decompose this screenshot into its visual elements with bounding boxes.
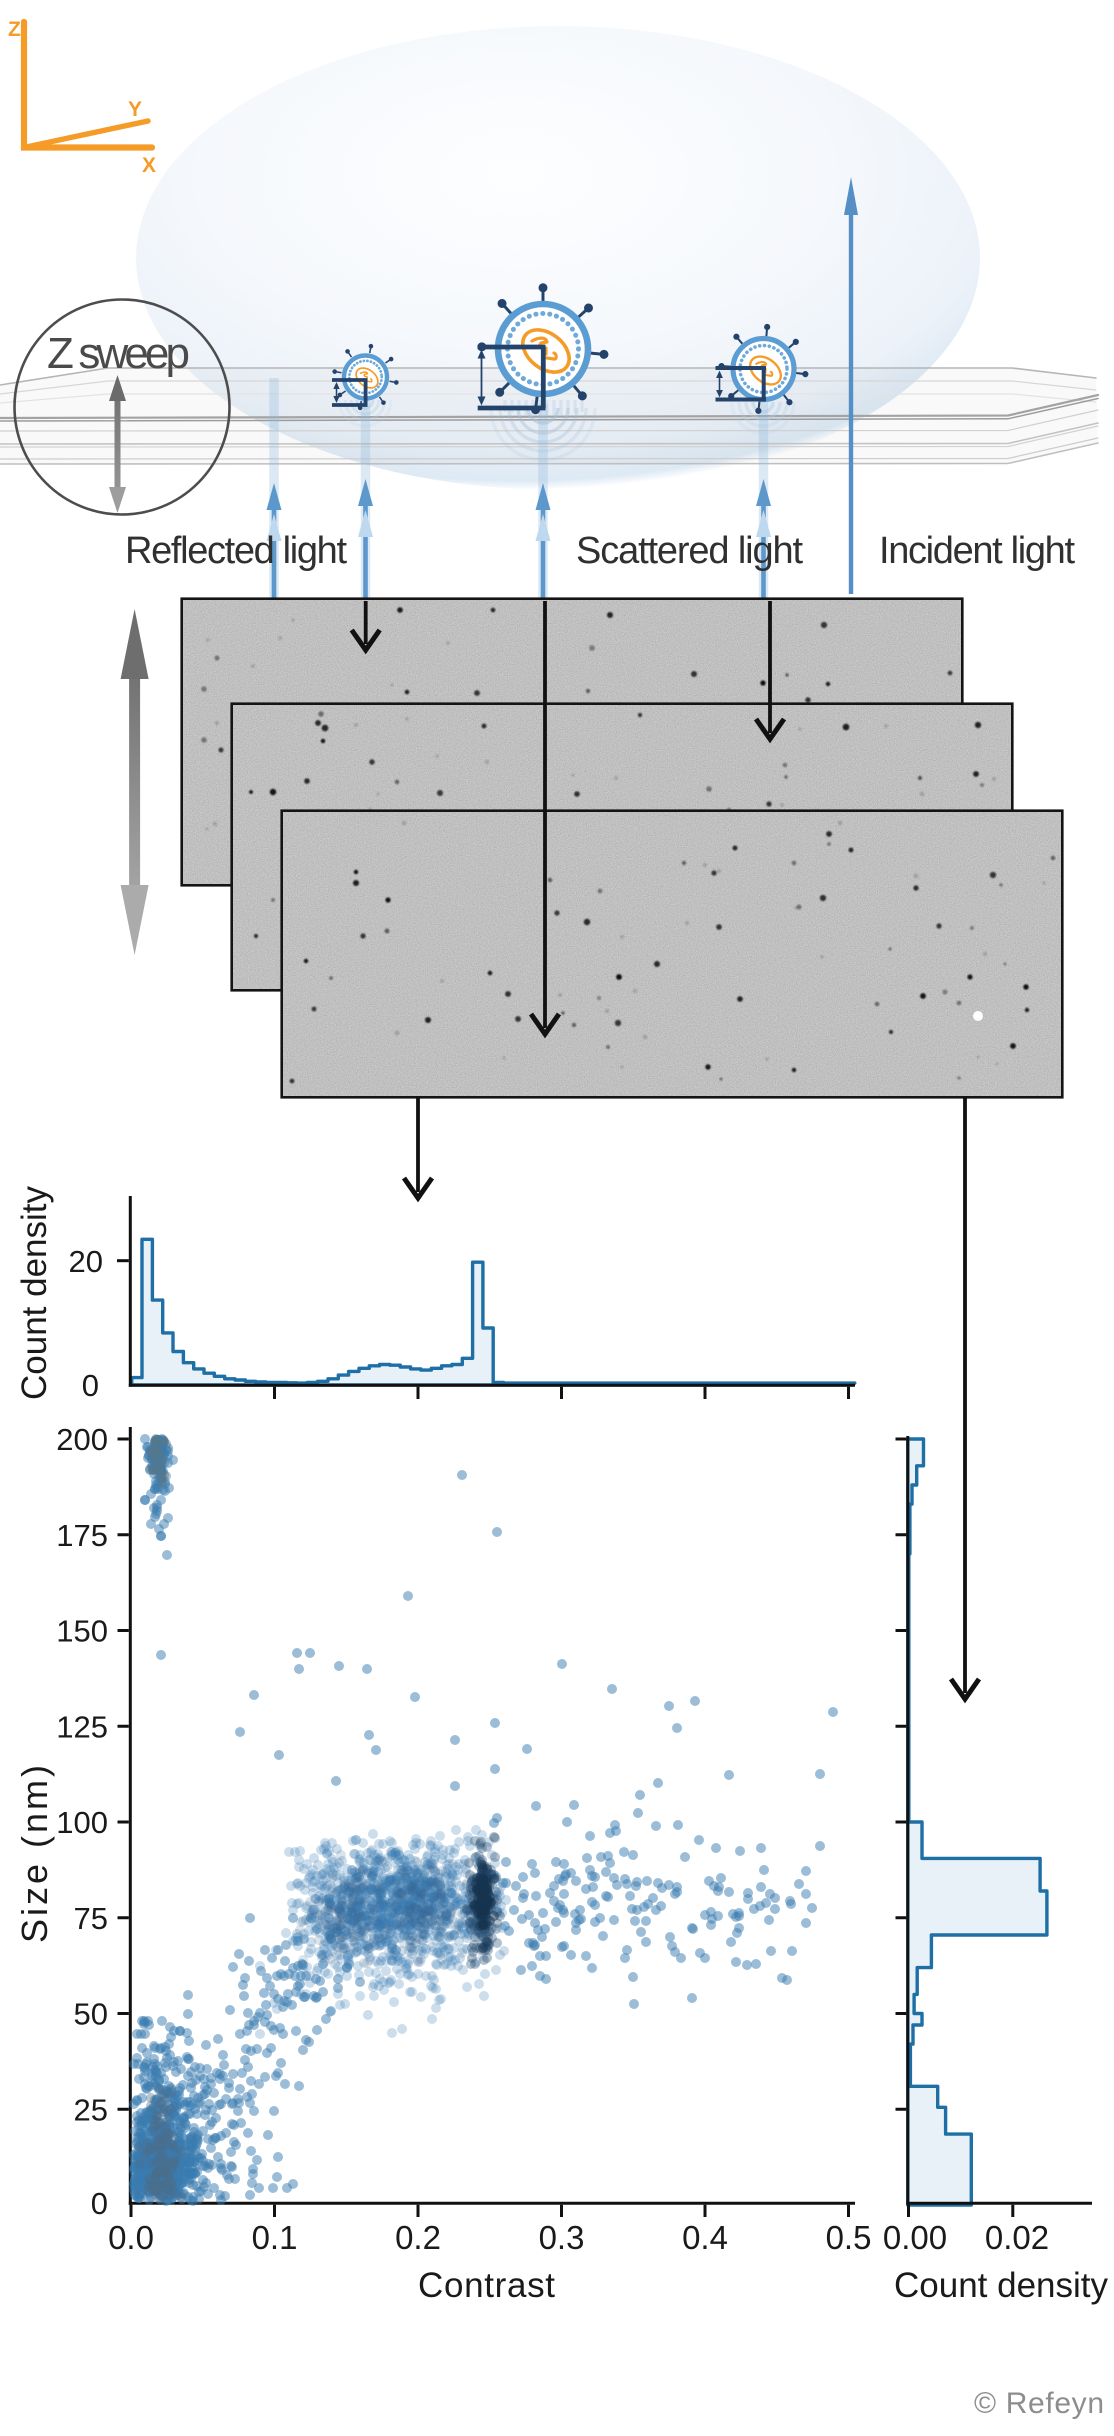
svg-text:0.4: 0.4	[682, 2219, 728, 2256]
svg-text:Y: Y	[128, 98, 142, 121]
svg-text:200: 200	[56, 1422, 108, 1457]
svg-text:0: 0	[82, 1368, 99, 1403]
svg-text:Count density: Count density	[15, 1185, 54, 1400]
svg-text:0.1: 0.1	[252, 2219, 298, 2256]
svg-text:0.0: 0.0	[108, 2219, 154, 2256]
svg-text:0: 0	[91, 2186, 108, 2221]
svg-text:125: 125	[56, 1709, 108, 1744]
svg-text:100: 100	[56, 1805, 108, 1840]
svg-text:25: 25	[74, 2092, 108, 2127]
svg-text:0.2: 0.2	[395, 2219, 441, 2256]
svg-text:X: X	[142, 154, 156, 177]
svg-text:0.02: 0.02	[985, 2219, 1049, 2256]
svg-text:175: 175	[56, 1518, 108, 1553]
svg-text:© Refeyn: © Refeyn	[974, 2387, 1104, 2420]
svg-text:20: 20	[69, 1244, 103, 1279]
svg-text:Incident light: Incident light	[879, 530, 1075, 572]
svg-text:Reflected light: Reflected light	[125, 530, 347, 572]
svg-text:Z sweep: Z sweep	[47, 329, 190, 378]
svg-text:Size (nm): Size (nm)	[14, 1765, 55, 1943]
svg-text:50: 50	[74, 1997, 108, 2032]
svg-text:Scattered light: Scattered light	[576, 530, 803, 572]
svg-text:0.00: 0.00	[883, 2219, 947, 2256]
svg-text:0.3: 0.3	[539, 2219, 585, 2256]
svg-text:150: 150	[56, 1614, 108, 1649]
svg-text:Count density: Count density	[894, 2266, 1109, 2305]
svg-text:Z: Z	[8, 18, 21, 41]
svg-text:75: 75	[74, 1901, 108, 1936]
svg-text:Contrast: Contrast	[418, 2266, 555, 2305]
svg-text:0.5: 0.5	[826, 2219, 872, 2256]
